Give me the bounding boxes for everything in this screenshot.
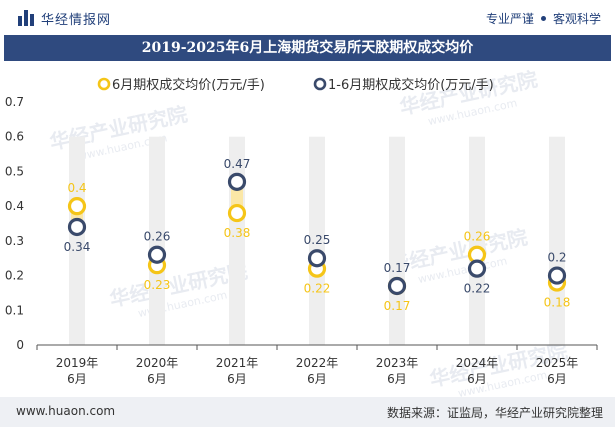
- data-label-1to6m: 0.47: [224, 157, 251, 171]
- legend-marker-1to6m: [313, 77, 327, 91]
- marker-series-1to6m: [67, 217, 87, 237]
- y-tick-label: 0.2: [5, 269, 24, 283]
- y-tick-label: 0.3: [5, 234, 24, 248]
- x-tick-label-month: 6月: [467, 372, 487, 386]
- y-tick-label: 0.6: [5, 130, 24, 144]
- marker-series-1to6m: [547, 266, 567, 285]
- dot-plot-chart: 华经产业研究院www.huaon.com华经产业研究院www.huaon.com…: [5, 67, 598, 397]
- x-tick-label-month: 6月: [307, 372, 327, 386]
- column-band: [309, 136, 325, 345]
- marker-series-1to6m: [307, 249, 327, 268]
- data-label-6m: 0.18: [544, 296, 571, 310]
- x-tick-label-year: 2021年: [216, 356, 259, 370]
- brand: 华经情报网: [18, 9, 112, 28]
- tagline-dot-icon: [540, 16, 546, 21]
- x-tick-label-year: 2020年: [136, 356, 179, 370]
- x-tick-label-year: 2022年: [296, 356, 339, 370]
- y-tick-label: 0.5: [5, 164, 24, 178]
- column-band: [469, 136, 485, 345]
- y-tick-label: 0: [16, 338, 24, 352]
- data-label-1to6m: 0.34: [64, 240, 91, 254]
- marker-series-6m: [67, 197, 87, 216]
- data-label-1to6m: 0.2: [547, 251, 566, 265]
- x-tick-label-year: 2019年: [56, 356, 99, 370]
- title-band: 2019-2025年6月上海期货交易所天胶期权成交均价: [4, 35, 611, 61]
- brand-name: 华经情报网: [41, 12, 112, 28]
- data-label-6m: 0.23: [144, 278, 171, 292]
- legend-marker-6m: [97, 77, 111, 91]
- data-label-1to6m: 0.25: [304, 233, 331, 247]
- data-label-6m: 0.4: [67, 181, 86, 195]
- column-band: [389, 136, 405, 345]
- data-label-1to6m: 0.22: [464, 282, 491, 296]
- marker-series-6m: [227, 203, 247, 223]
- marker-series-1to6m: [387, 276, 407, 296]
- tagline-left: 专业严谨: [485, 12, 534, 26]
- column-band: [549, 136, 565, 345]
- footer-bar: www.huaon.com 数据来源：证监局，华经产业研究院整理: [0, 397, 615, 427]
- data-label-6m: 0.38: [224, 226, 251, 240]
- data-label-1to6m: 0.17: [384, 261, 411, 275]
- legend-label-6m: 6月期权成交均价(万元/手): [112, 77, 265, 93]
- y-tick-label: 0.4: [5, 199, 24, 213]
- footer-source: 数据来源：证监局，华经产业研究院整理: [386, 406, 603, 420]
- y-tick-label: 0.1: [5, 303, 24, 317]
- column-band: [149, 136, 165, 345]
- data-label-6m: 0.26: [464, 230, 491, 244]
- x-tick-label-month: 6月: [227, 372, 247, 386]
- data-label-6m: 0.17: [384, 299, 411, 313]
- footer-website: www.huaon.com: [16, 404, 116, 418]
- data-label-6m: 0.22: [304, 282, 331, 296]
- logo-icon: [18, 10, 34, 26]
- marker-series-1to6m: [227, 172, 247, 191]
- header-bar: 华经情报网 专业严谨 客观科学: [0, 0, 615, 36]
- column-band: [69, 136, 85, 345]
- x-tick-label-month: 6月: [67, 372, 87, 386]
- x-tick-label-month: 6月: [387, 372, 407, 386]
- chart-title: 2019-2025年6月上海期货交易所天胶期权成交均价: [141, 40, 474, 56]
- x-tick-label-year: 2025年: [536, 356, 579, 370]
- x-tick-label-year: 2023年: [376, 356, 419, 370]
- x-tick-label-year: 2024年: [456, 356, 499, 370]
- y-tick-label: 0.7: [5, 95, 24, 109]
- tagline-right: 客观科学: [552, 12, 601, 26]
- marker-series-1to6m: [147, 245, 167, 264]
- x-tick-label-month: 6月: [547, 372, 567, 386]
- legend-label-1to6m: 1-6月期权成交均价(万元/手): [328, 77, 494, 93]
- marker-series-1to6m: [467, 259, 487, 278]
- x-tick-label-month: 6月: [147, 372, 167, 386]
- data-label-1to6m: 0.26: [144, 230, 171, 244]
- tagline: 专业严谨 客观科学: [486, 10, 601, 27]
